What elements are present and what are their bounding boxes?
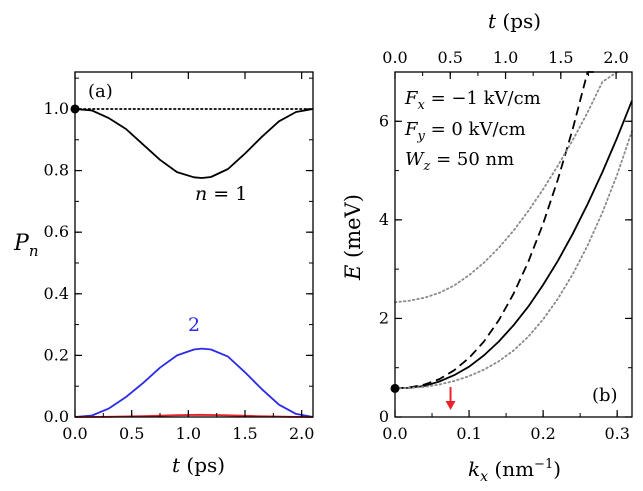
annotation-fy: Fy = 0 kV/cm <box>404 119 526 144</box>
panel-a-xtick-label: 0.5 <box>119 424 144 443</box>
panel-b-xtick-label: 0.1 <box>456 424 481 443</box>
panel-a-frame <box>74 71 314 418</box>
panel-b-ylabel: E (meV) <box>341 194 365 281</box>
panel-b-label: (b) <box>592 385 618 406</box>
annotation-fx: Fx = −1 kV/cm <box>404 88 541 113</box>
panel-a-series-1 <box>74 347 314 418</box>
series-label-n1: n = 1 <box>195 183 247 205</box>
panel-b-arrow <box>445 387 456 410</box>
arrow-head <box>445 401 456 410</box>
panel-b-series-2 <box>394 71 619 304</box>
panel-a-ytick-label: 0.0 <box>44 407 69 426</box>
panel-b-xlabel: kx (nm−1) <box>468 457 561 485</box>
panel-a-ticks <box>74 72 313 418</box>
annotation-wz: Wz = 50 nm <box>405 149 514 174</box>
panel-b-xtick-label: 0.0 <box>382 424 407 443</box>
panel-a-tick-labels: 0.0 0.5 1.0 1.5 2.0 0.0 0.2 0.4 0.6 0.8 1.0 <box>44 99 315 443</box>
panel-b-top-xtick-label: 1.5 <box>548 48 573 67</box>
panel-a-xtick-label: 1.0 <box>176 424 201 443</box>
panel-b-top-xtick-label: 1.0 <box>493 48 518 67</box>
panel-b-series-1 <box>394 71 598 390</box>
panel-b-tick-labels: 0.0 0.1 0.2 0.3 0 2 4 6 0.0 0.5 1.0 1.5 2.0 <box>379 48 630 443</box>
panel-a-ylabel: Pn <box>13 231 38 260</box>
panel-b-series <box>394 71 633 390</box>
panel-a-ytick-label: 0.6 <box>44 222 69 241</box>
panel-b-top-xtick-label: 0.0 <box>382 48 407 67</box>
panel-b-top-xtick-label: 2.0 <box>603 48 628 67</box>
panel-b-top-xtick-label: 0.5 <box>438 48 463 67</box>
panel-b-ticks <box>394 71 632 418</box>
panel-b: 0.0 0.1 0.2 0.3 0 2 4 6 0.0 0.5 1.0 1.5 2.0 (b) Fx =… <box>341 9 633 485</box>
panel-b-ytick-label: 4 <box>379 210 389 229</box>
panel-b-series-3 <box>394 130 633 390</box>
panel-a-ytick-label: 0.4 <box>44 284 69 303</box>
panel-b-xtick-label: 0.2 <box>530 424 555 443</box>
panel-a-xtick-label: 0.0 <box>62 424 87 443</box>
panel-a-ytick-label: 0.8 <box>44 161 69 180</box>
panel-a-series-0 <box>74 108 314 179</box>
panel-a-ytick-label: 0.2 <box>44 345 69 364</box>
panel-b-ytick-label: 2 <box>379 308 389 327</box>
panel-b-frame <box>394 71 633 418</box>
series-label-2: 2 <box>188 314 200 336</box>
panel-b-ytick-label: 6 <box>379 111 389 130</box>
panel-a-label: (a) <box>88 81 113 102</box>
panel-b-top-xlabel: t (ps) <box>488 9 541 33</box>
panel-a-series <box>74 108 314 418</box>
panel-a-xtick-label: 2.0 <box>289 424 314 443</box>
panel-b-series-0 <box>394 100 633 390</box>
panel-a-xlabel: t (ps) <box>172 453 225 477</box>
panel-a-xtick-label: 1.5 <box>232 424 257 443</box>
panel-a: 0.0 0.5 1.0 1.5 2.0 0.0 0.2 0.4 0.6 0.8 1.0 (a) n … <box>13 71 315 477</box>
panel-a-ytick-label: 1.0 <box>44 99 69 118</box>
panel-b-xtick-label: 0.3 <box>604 424 629 443</box>
panel-b-ytick-label: 0 <box>379 407 389 426</box>
